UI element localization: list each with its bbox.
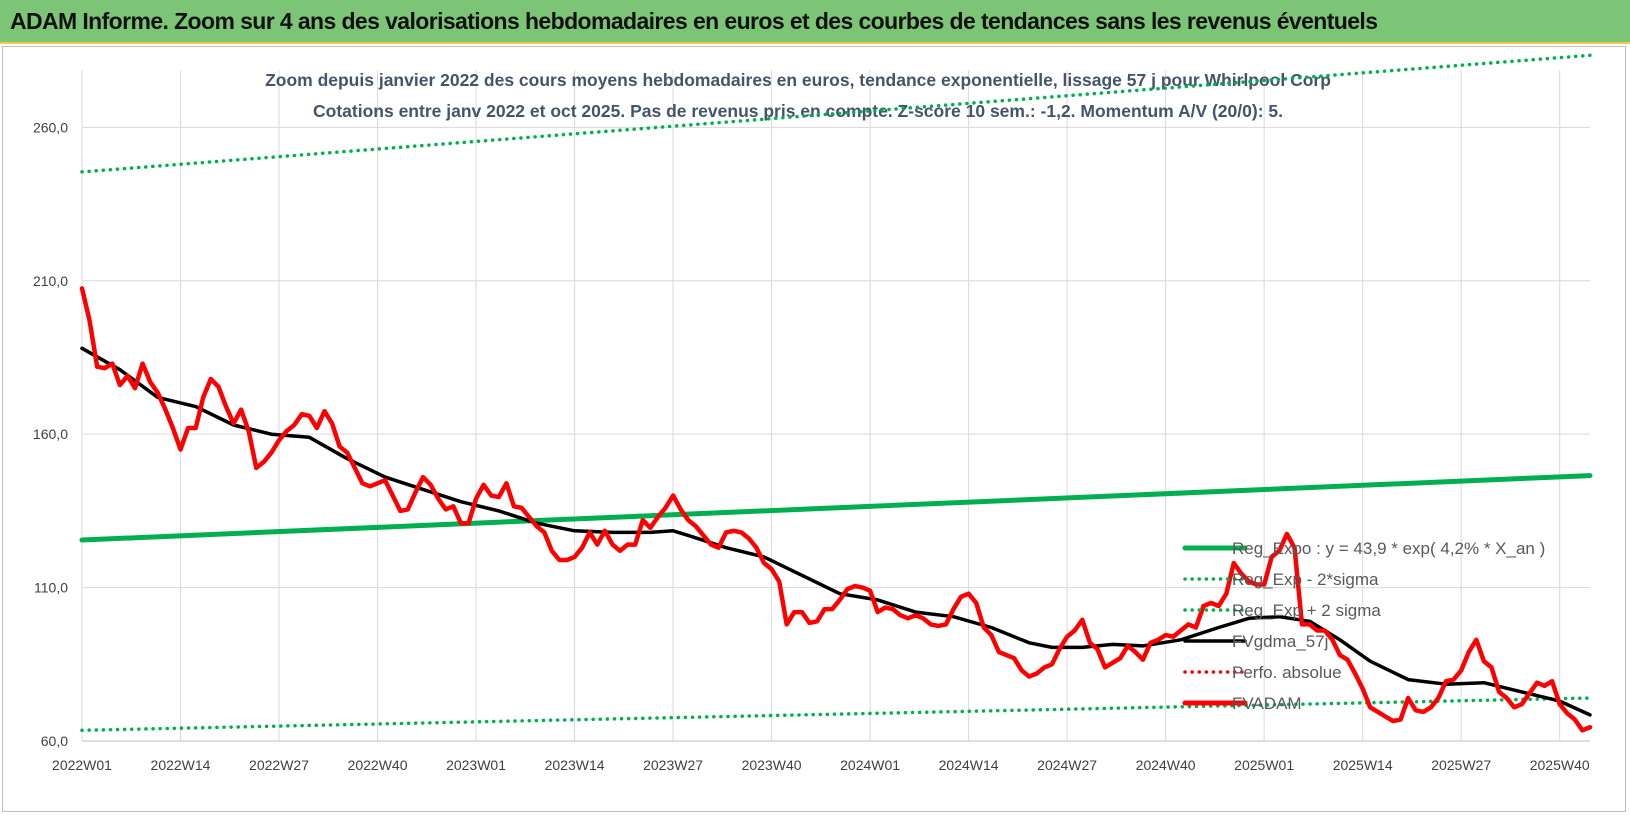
series-line-reg-exp-2-sigma	[80, 696, 1592, 733]
x-tick-label: 2022W14	[151, 757, 211, 773]
x-tick-label: 2024W01	[840, 757, 900, 773]
series	[79, 53, 1593, 733]
chart-title-line-1: Zoom depuis janvier 2022 des cours moyen…	[265, 70, 1331, 90]
y-tick-label: 210,0	[33, 273, 68, 289]
x-tick-label: 2023W40	[742, 757, 802, 773]
x-tick-label: 2023W01	[446, 757, 506, 773]
legend-label: Reg_Expo : y = 43,9 * exp( 4,2% * X_an )	[1232, 539, 1545, 558]
y-tick-label: 60,0	[41, 733, 68, 749]
banner: ADAM Informe. Zoom sur 4 ans des valoris…	[0, 0, 1630, 44]
chart-title-line-2: Cotations entre janv 2022 et oct 2025. P…	[313, 101, 1283, 121]
x-tick-label: 2025W14	[1333, 757, 1393, 773]
legend-label: FVADAM	[1232, 694, 1302, 713]
series-line-reg-expo-y-43-9-exp-4-2-x-an	[79, 473, 1593, 543]
x-tick-label: 2025W01	[1234, 757, 1294, 773]
legend-label: Perfo. absolue	[1232, 663, 1342, 682]
y-tick-label: 160,0	[33, 426, 68, 442]
axes: 260,0 210,0 160,0 110,0 60,0 2022W01 2022W14 20…	[33, 119, 1590, 773]
x-tick-label: 2024W40	[1136, 757, 1196, 773]
y-tick-label: 260,0	[33, 119, 68, 135]
grid	[81, 70, 1590, 742]
x-tick-label: 2024W27	[1037, 757, 1097, 773]
legend-label: FVgdma_57j	[1232, 632, 1328, 651]
x-tick-label: 2022W40	[348, 757, 408, 773]
legend-label: Reg_Exp - 2*sigma	[1232, 570, 1379, 589]
series-line-fvadam	[79, 286, 1593, 733]
legend: Reg_Expo : y = 43,9 * exp( 4,2% * X_an )…	[1182, 539, 1545, 713]
chart-frame	[2, 46, 1626, 812]
x-tick-label: 2025W40	[1530, 757, 1590, 773]
x-tick-label: 2023W14	[545, 757, 605, 773]
x-tick-label: 2022W01	[52, 757, 112, 773]
x-tick-label: 2022W27	[249, 757, 309, 773]
x-tick-label: 2024W14	[939, 757, 999, 773]
x-tick-label: 2023W27	[643, 757, 703, 773]
x-tick-label: 2025W27	[1431, 757, 1491, 773]
legend-label: Reg_Exp + 2 sigma	[1232, 601, 1381, 620]
banner-title: ADAM Informe. Zoom sur 4 ans des valoris…	[10, 8, 1378, 34]
y-tick-label: 110,0	[34, 580, 68, 596]
